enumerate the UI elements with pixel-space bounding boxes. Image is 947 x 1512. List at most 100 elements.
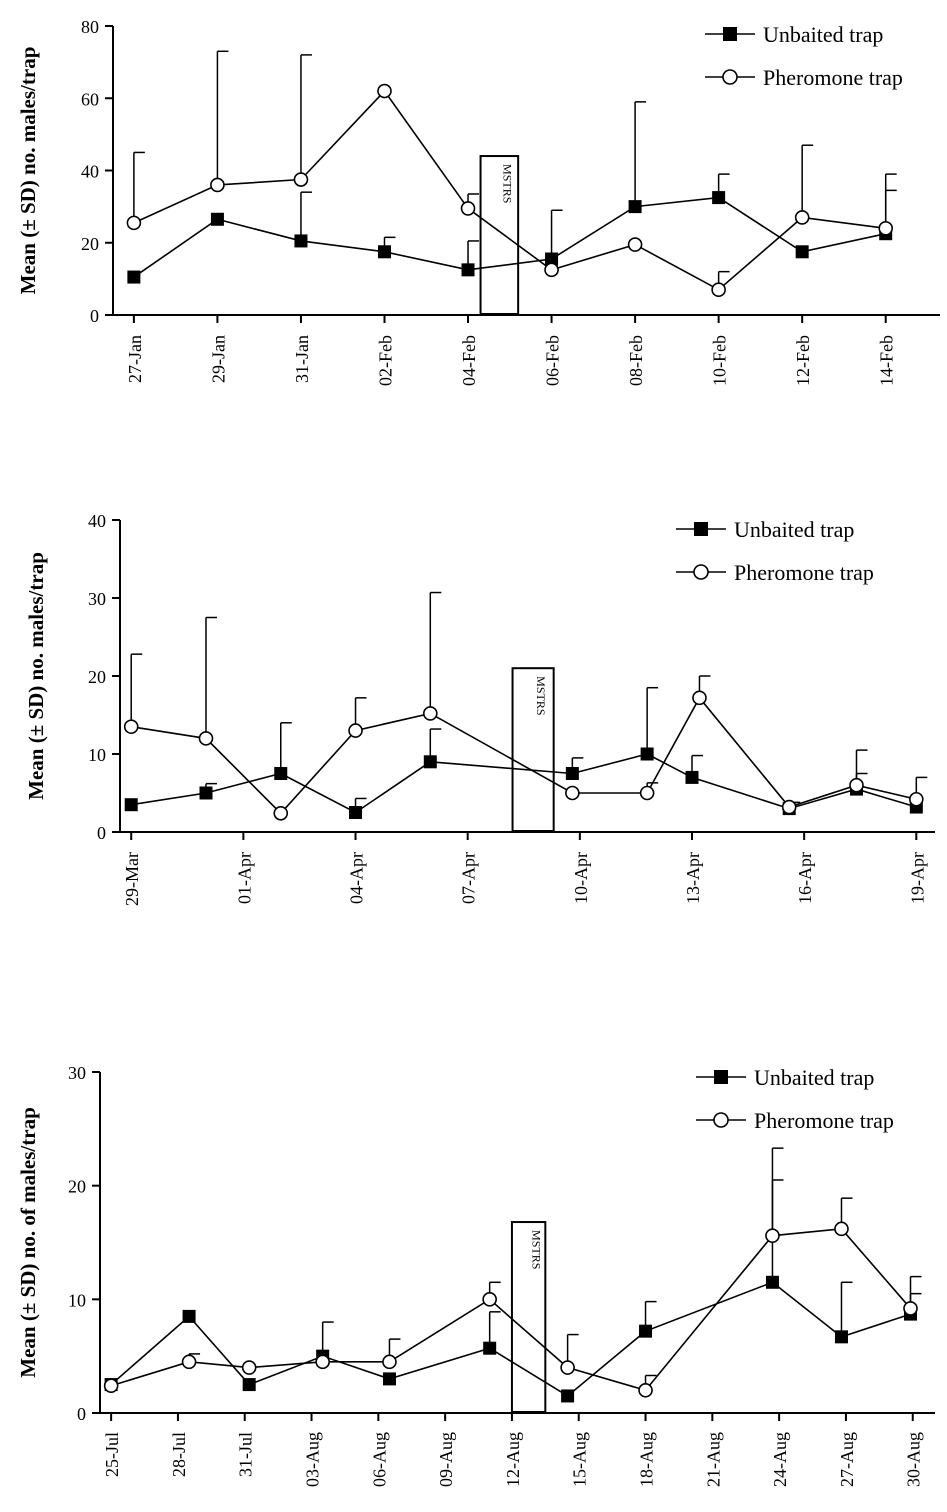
marker-unbaited [274,767,288,780]
marker-pheromone [849,777,864,793]
legend-label: Pheromone trap [734,560,874,585]
marker-unbaited [377,245,391,259]
x-tick-label: 06-Aug [369,1432,389,1487]
marker-pheromone [765,1228,780,1243]
legend-label: Pheromone trap [763,65,903,90]
y-tick-label: 40 [81,162,99,182]
chart-panel-1: 0 20 40 60 80 Mean (± SD) no. males/trap 27-Ja… [16,17,940,386]
y-tick-label: 0 [90,306,99,326]
marker-unbaited [795,245,809,259]
marker-pheromone [382,1354,397,1370]
marker-unbaited [685,770,699,784]
x-tick-label: 16-Apr [795,852,815,904]
mstrs-box [479,155,520,315]
marker-unbaited [461,263,475,277]
marker-unbaited [242,1378,256,1392]
mstrs-box [510,1221,547,1414]
legend-marker-unbaited [694,522,708,536]
marker-pheromone [692,690,707,706]
y-tick-label: 30 [68,1063,86,1083]
legend-label: Pheromone trap [754,1108,894,1133]
marker-pheromone [210,177,225,193]
marker-unbaited [124,798,138,812]
y-tick-label: 60 [81,89,99,109]
x-tick-label: 13-Apr [683,852,703,904]
marker-unbaited [199,786,213,800]
legend-label: Unbaited trap [734,517,854,542]
marker-pheromone [781,799,797,815]
mstrs-box [511,667,555,833]
y-tick-label: 0 [97,823,106,843]
x-tick-label: 02-Feb [375,335,395,386]
chart-panel-2: 0 10 20 30 40 Mean (± SD) no. males/trap 29-Ma… [24,511,935,906]
x-tick-label: 25-Jul [102,1432,122,1477]
series-line-pheromone [110,1228,912,1392]
y-tick-label: 20 [88,667,106,687]
marker-pheromone [544,262,559,278]
mstrs-label: MSTRS [530,1230,544,1269]
marker-unbaited [294,234,308,248]
legend-marker-pheromone [693,564,709,580]
marker-pheromone [903,1301,918,1316]
marker-unbaited [640,747,654,761]
marker-unbaited [712,191,726,205]
x-tick-label: 31-Jan [292,335,312,383]
marker-pheromone [834,1221,849,1237]
marker-unbaited [127,270,141,284]
marker-unbaited [834,1330,848,1344]
marker-pheromone [293,172,309,187]
marker-unbaited [210,212,224,226]
x-tick-label: 29-Jan [208,335,228,383]
x-tick-label: 12-Aug [503,1432,523,1487]
y-tick-label: 10 [88,745,106,765]
x-tick-label: 18-Aug [637,1432,657,1487]
marker-pheromone [315,1354,330,1370]
y-tick-label: 80 [81,17,99,37]
x-tick-label: 12-Feb [793,335,813,386]
marker-unbaited [423,755,437,769]
marker-pheromone [639,785,655,801]
x-tick-label: 27-Aug [837,1432,857,1487]
x-tick-label: 27-Jan [125,335,145,383]
marker-pheromone [241,1360,257,1375]
y-tick-label: 40 [88,511,106,531]
marker-unbaited [483,1341,497,1355]
marker-pheromone [181,1354,197,1370]
chart-panel-3: 0 10 20 30 Mean (± SD) no. of males/trap 25-J… [16,1063,935,1487]
x-tick-label: 09-Aug [436,1432,456,1487]
x-tick-label: 04-Apr [347,852,367,904]
marker-pheromone [273,805,289,821]
marker-pheromone [103,1378,119,1394]
marker-pheromone [565,785,580,801]
marker-pheromone [711,282,726,298]
marker-pheromone [878,221,894,236]
y-tick-label: 20 [68,1177,86,1197]
marker-pheromone [460,201,476,216]
x-tick-label: 29-Mar [122,852,142,906]
marker-pheromone [198,731,214,746]
marker-pheromone [638,1382,653,1398]
marker-unbaited [639,1324,653,1338]
x-tick-label: 04-Feb [459,335,479,386]
marker-unbaited [382,1372,396,1386]
y-tick-label: 0 [77,1404,86,1424]
x-tick-label: 21-Aug [703,1432,723,1487]
marker-unbaited [628,200,642,214]
marker-unbaited [182,1309,196,1323]
marker-pheromone [422,706,438,721]
x-tick-label: 14-Feb [877,335,897,386]
marker-pheromone [794,210,810,225]
x-tick-label: 24-Aug [770,1432,790,1487]
x-tick-label: 08-Feb [626,335,646,386]
marker-unbaited [349,806,363,819]
marker-unbaited [565,767,579,780]
legend-marker-unbaited [714,1070,728,1084]
marker-pheromone [377,83,392,99]
y-tick-label: 20 [81,234,99,254]
x-tick-label: 06-Feb [543,335,563,386]
x-tick-label: 10-Feb [710,335,730,386]
marker-pheromone [909,791,924,807]
mstrs-label: MSTRS [534,676,548,715]
y-axis-title: Mean (± SD) no. males/trap [24,552,48,800]
